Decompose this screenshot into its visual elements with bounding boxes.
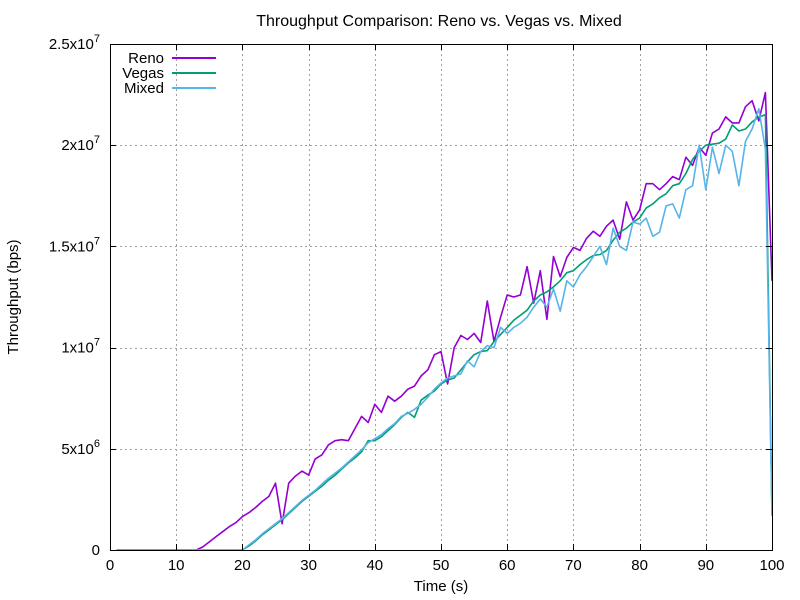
series-line-mixed — [116, 108, 773, 551]
x-tick-label: 0 — [106, 557, 114, 574]
legend-label-reno: Reno — [128, 50, 164, 67]
x-tick-label: 100 — [759, 557, 784, 574]
y-tick-label: 5x106 — [61, 438, 100, 458]
x-tick-label: 40 — [366, 557, 383, 574]
x-tick-label: 30 — [300, 557, 317, 574]
y-tick-label: 2.5x107 — [49, 33, 100, 53]
plot-series — [116, 91, 773, 551]
chart-title: Throughput Comparison: Reno vs. Vegas vs… — [256, 13, 622, 30]
x-tick-label: 50 — [433, 557, 450, 574]
series-line-reno — [116, 91, 773, 551]
axis-ticks: 0 10 20 30 40 50 60 70 80 90 100 0 5x106 1x107 1.5x107… — [49, 33, 785, 574]
x-tick-label: 10 — [168, 557, 185, 574]
x-tick-label: 80 — [631, 557, 648, 574]
y-tick-label: 2x107 — [61, 134, 100, 154]
grid — [110, 44, 772, 550]
series-line-vegas — [116, 114, 773, 551]
y-tick-label: 1.5x107 — [49, 235, 100, 255]
x-tick-label: 90 — [697, 557, 714, 574]
legend-label-mixed: Mixed — [124, 80, 164, 97]
x-tick-label: 20 — [234, 557, 251, 574]
y-axis-label: Throughput (bps) — [5, 239, 22, 354]
x-axis-label: Time (s) — [414, 578, 468, 595]
x-tick-label: 60 — [499, 557, 516, 574]
x-tick-label: 70 — [565, 557, 582, 574]
legend-label-vegas: Vegas — [122, 65, 164, 82]
y-tick-label: 1x107 — [61, 337, 100, 357]
y-tick-label: 0 — [92, 542, 100, 559]
